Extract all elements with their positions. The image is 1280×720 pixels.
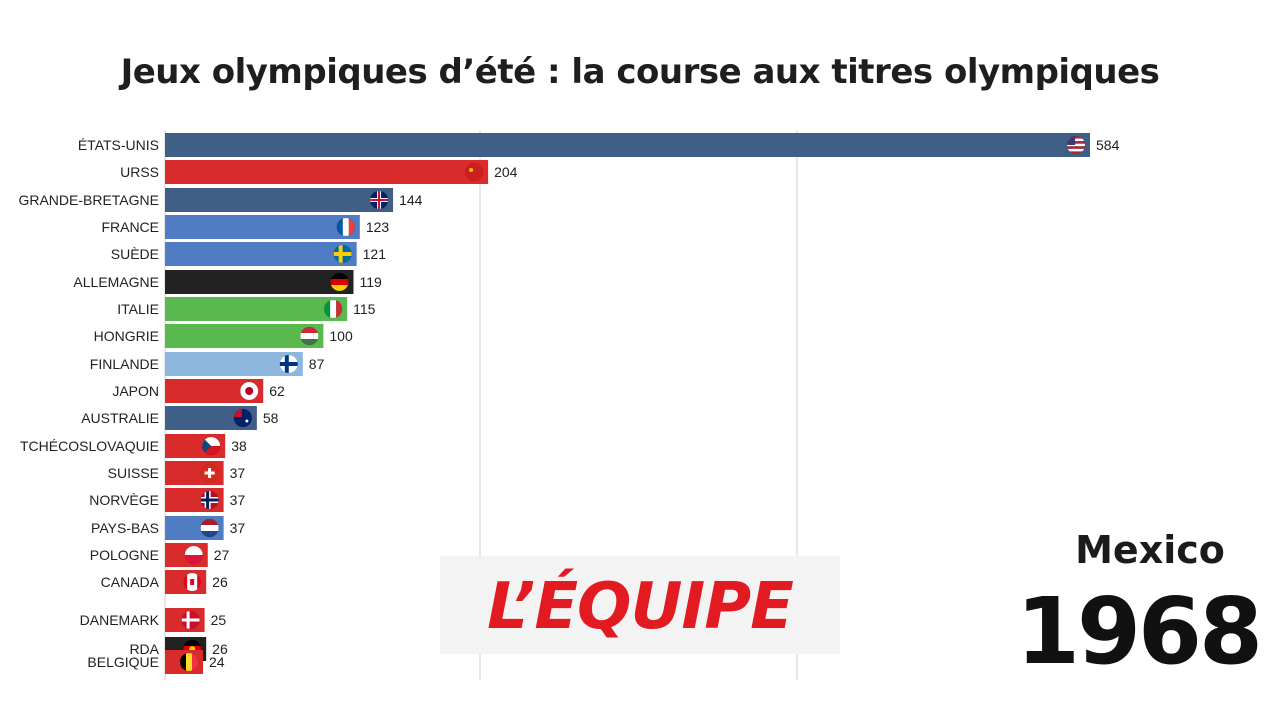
value-label: 25 — [211, 612, 227, 628]
flag-switzerland-icon — [200, 463, 219, 483]
category-label: AUSTRALIE — [81, 410, 159, 426]
flag-australia-icon — [233, 408, 253, 428]
category-label: ALLEMAGNE — [73, 274, 159, 290]
chart-title: Jeux olympiques d’été : la course aux ti… — [120, 52, 1160, 92]
flag-italy-icon — [323, 299, 343, 319]
flag-denmark-icon — [181, 610, 200, 630]
value-label: 58 — [263, 410, 279, 426]
flag-netherlands-icon — [200, 518, 219, 538]
category-label: FRANCE — [101, 219, 159, 235]
value-label: 121 — [363, 246, 387, 262]
category-label: ÉTATS-UNIS — [78, 137, 159, 153]
flag-finland-icon — [279, 354, 299, 374]
flag-poland-icon — [184, 545, 204, 565]
value-label: 26 — [212, 574, 228, 590]
value-label: 62 — [269, 383, 285, 399]
value-label: 100 — [329, 328, 353, 344]
flag-usa-icon — [1066, 135, 1086, 155]
bar — [165, 297, 348, 321]
value-label: 24 — [209, 654, 225, 670]
category-label: DANEMARK — [80, 612, 160, 628]
value-label: 37 — [230, 465, 246, 481]
flag-canada-icon — [182, 572, 202, 592]
flag-hungary-icon — [300, 326, 319, 346]
value-label: 204 — [494, 164, 518, 180]
value-label: 144 — [399, 192, 423, 208]
category-label: SUISSE — [108, 465, 159, 481]
category-label: CANADA — [101, 574, 160, 590]
bar — [165, 270, 354, 294]
category-label: URSS — [120, 164, 159, 180]
value-label: 584 — [1096, 137, 1120, 153]
category-label: PAYS-BAS — [91, 520, 159, 536]
category-label: ITALIE — [117, 301, 159, 317]
edition-year: 1968 — [1016, 578, 1263, 685]
flag-czech-icon — [201, 436, 221, 456]
bar — [165, 160, 489, 184]
value-label: 123 — [366, 219, 390, 235]
value-label: 38 — [231, 438, 247, 454]
category-label: FINLANDE — [90, 356, 159, 372]
flag-sweden-icon — [333, 244, 352, 264]
value-label: 37 — [230, 520, 246, 536]
flag-norway-icon — [200, 490, 219, 510]
value-label: 37 — [230, 492, 246, 508]
value-label: 27 — [214, 547, 230, 563]
flag-belgium-icon — [179, 652, 199, 672]
flag-japan-icon — [239, 381, 259, 401]
flag-urss-icon — [464, 162, 484, 182]
category-label: HONGRIE — [94, 328, 159, 344]
flag-uk-icon — [369, 190, 389, 210]
bar — [165, 242, 357, 266]
bar — [165, 133, 1090, 157]
logo-text: L’ÉQUIPE — [487, 570, 794, 644]
value-label: 26 — [212, 641, 228, 657]
value-label: 87 — [309, 356, 325, 372]
lequipe-logo: L’ÉQUIPE — [440, 556, 840, 654]
flag-france-icon — [336, 217, 356, 237]
flag-germany-icon — [330, 272, 349, 292]
category-label: NORVÈGE — [89, 492, 159, 508]
category-label: RDA — [129, 641, 159, 657]
bar — [165, 215, 360, 239]
category-label: JAPON — [112, 383, 159, 399]
category-label: BELGIQUE — [87, 654, 159, 670]
value-label: 119 — [359, 274, 382, 290]
value-label: 115 — [353, 301, 376, 317]
bar — [165, 324, 324, 348]
category-label: POLOGNE — [90, 547, 159, 563]
bar — [165, 188, 394, 212]
category-label: GRANDE-BRETAGNE — [18, 192, 159, 208]
category-label: SUÈDE — [111, 246, 159, 262]
category-label: TCHÉCOSLOVAQUIE — [20, 438, 159, 454]
edition-city: Mexico — [1075, 528, 1225, 572]
